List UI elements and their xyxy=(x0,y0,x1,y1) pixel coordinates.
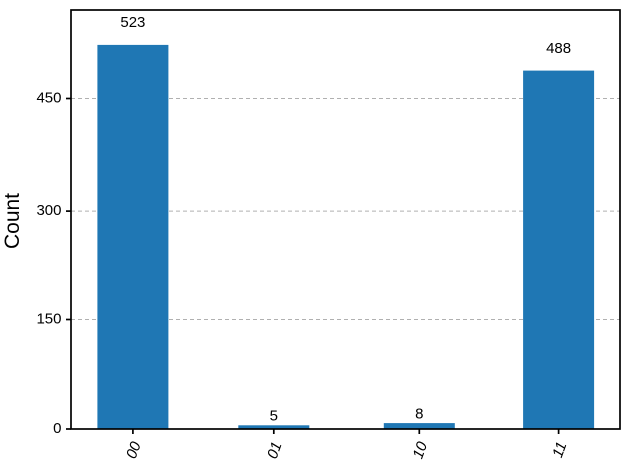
svg-text:Count: Count xyxy=(1,193,24,249)
svg-text:8: 8 xyxy=(415,406,423,423)
svg-text:300: 300 xyxy=(36,202,61,219)
svg-text:450: 450 xyxy=(36,90,61,107)
svg-text:488: 488 xyxy=(546,40,571,57)
svg-text:523: 523 xyxy=(120,14,145,31)
svg-text:5: 5 xyxy=(270,408,278,425)
svg-text:150: 150 xyxy=(36,311,61,328)
svg-text:0: 0 xyxy=(53,420,61,437)
